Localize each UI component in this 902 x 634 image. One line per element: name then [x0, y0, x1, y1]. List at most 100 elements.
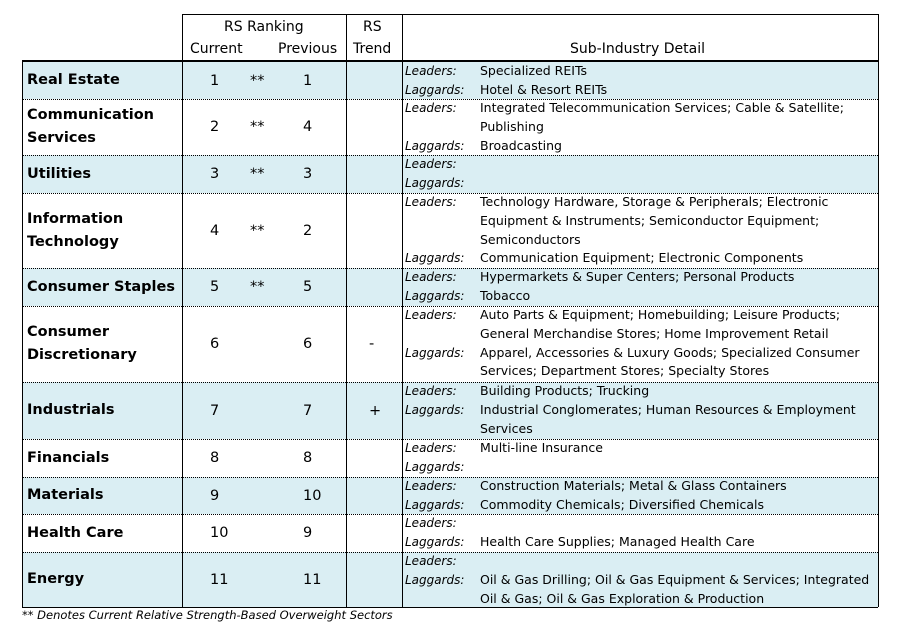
row-divider: [22, 439, 878, 440]
leaders-label: Leaders:: [405, 384, 457, 398]
column-divider: [182, 14, 183, 607]
leaders-detail: Semiconductors: [480, 231, 581, 247]
leaders-label: Leaders:: [405, 157, 457, 171]
row-shade: [346, 382, 402, 439]
row-shade: [182, 552, 346, 607]
row-shade: [402, 552, 878, 607]
row-divider: [22, 306, 878, 307]
laggards-detail: Broadcasting: [480, 137, 562, 153]
laggards-detail: Hotel & Resort REITs: [480, 81, 608, 97]
previous-rank: 7: [303, 402, 313, 419]
previous-rank: 3: [303, 166, 313, 182]
row-shade: [22, 62, 182, 99]
current-rank: 3: [210, 166, 220, 182]
overweight-marker: **: [250, 279, 265, 295]
row-shade: [22, 552, 182, 607]
row-shade: [402, 62, 878, 99]
previous-rank: 6: [303, 336, 313, 352]
row-divider: [22, 382, 878, 383]
column-divider: [22, 60, 23, 607]
row-shade: [22, 268, 182, 306]
sector-name: Discretionary: [27, 347, 137, 363]
laggards-detail: Communication Equipment; Electronic Comp…: [480, 250, 804, 266]
row-shade: [22, 477, 182, 514]
previous-rank: 8: [303, 450, 313, 466]
row-divider: [22, 268, 878, 269]
current-rank: 5: [210, 279, 220, 295]
sector-name: Real Estate: [27, 72, 120, 88]
row-shade: [182, 268, 346, 306]
row-divider: [22, 477, 878, 478]
sector-name: Utilities: [27, 165, 91, 182]
laggards-detail: Oil & Gas Drilling; Oil & Gas Equipment …: [480, 571, 870, 587]
current-rank: 10: [210, 525, 229, 541]
row-shade: [182, 382, 346, 439]
rs-trend: +: [369, 402, 382, 419]
sector-name: Consumer: [27, 324, 109, 340]
leaders-label: Leaders:: [405, 441, 457, 455]
leaders-detail: Auto Parts & Equipment; Homebuilding; Le…: [480, 307, 841, 322]
laggards-detail: Tobacco: [480, 287, 531, 303]
row-shade: [182, 477, 346, 514]
sector-name: Financials: [27, 449, 110, 466]
current-rank: 9: [210, 487, 220, 504]
row-shade: [182, 62, 346, 99]
table-bottom-border: [22, 607, 878, 608]
leaders-detail: General Merchandise Stores; Home Improve…: [480, 325, 829, 341]
row-shade: [22, 382, 182, 439]
current-rank: 8: [210, 450, 220, 466]
sector-name: Technology: [27, 233, 119, 250]
laggards-label: Laggards:: [405, 534, 465, 549]
laggards-label: Laggards:: [405, 175, 465, 190]
sector-name: Industrials: [27, 402, 115, 418]
laggards-detail: Services: [480, 420, 533, 436]
laggards-label: Laggards:: [405, 288, 465, 303]
previous-rank: 5: [303, 279, 313, 295]
current-rank: 4: [210, 222, 220, 239]
leaders-detail: Hypermarkets & Super Centers; Personal P…: [480, 269, 795, 284]
previous-rank: 9: [303, 525, 313, 541]
laggards-label: Laggards:: [405, 345, 465, 360]
current-rank: 2: [210, 119, 220, 135]
column-divider: [402, 14, 403, 607]
sector-name: Consumer Staples: [27, 278, 175, 295]
laggards-label: Laggards:: [405, 138, 465, 153]
row-shade: [402, 155, 878, 193]
laggards-label: Laggards:: [405, 497, 465, 512]
row-shade: [22, 155, 182, 193]
previous-rank: 4: [303, 119, 313, 135]
row-divider: [22, 193, 878, 194]
sector-name: Communication: [27, 107, 155, 123]
header-bottom-border: [22, 60, 878, 62]
header-trend: Trend: [353, 41, 392, 57]
rs-trend: -: [369, 336, 375, 352]
leaders-label: Leaders:: [405, 195, 457, 209]
laggards-detail: Commodity Chemicals; Diversified Chemica…: [480, 496, 765, 512]
leaders-detail: Integrated Telecommunication Services; C…: [480, 100, 844, 115]
row-shade: [346, 268, 402, 306]
overweight-marker: **: [250, 72, 265, 89]
previous-rank: 2: [303, 222, 313, 239]
laggards-detail: Services; Department Stores; Specialty S…: [480, 363, 770, 379]
leaders-detail: Specialized REITs: [480, 63, 588, 78]
leaders-detail: Building Products; Trucking: [480, 383, 650, 398]
laggards-label: Laggards:: [405, 459, 465, 474]
header-top-border: [182, 14, 878, 15]
laggards-detail: Apparel, Accessories & Luxury Goods; Spe…: [480, 344, 860, 360]
row-shade: [346, 477, 402, 514]
leaders-detail: Technology Hardware, Storage & Periphera…: [480, 194, 829, 209]
leaders-label: Leaders:: [405, 479, 457, 493]
row-divider: [22, 552, 878, 553]
current-rank: 1: [210, 72, 220, 89]
laggards-detail: Industrial Conglomerates; Human Resource…: [480, 401, 856, 417]
leaders-label: Leaders:: [405, 554, 457, 568]
header-sub-industry: Sub-Industry Detail: [570, 41, 705, 57]
sector-name: Services: [27, 130, 96, 146]
row-shade: [346, 552, 402, 607]
sector-name: Health Care: [27, 524, 124, 541]
header-current: Current: [190, 41, 243, 57]
overweight-marker: **: [250, 222, 265, 239]
leaders-label: Leaders:: [405, 101, 457, 115]
leaders-label: Leaders:: [405, 64, 457, 78]
